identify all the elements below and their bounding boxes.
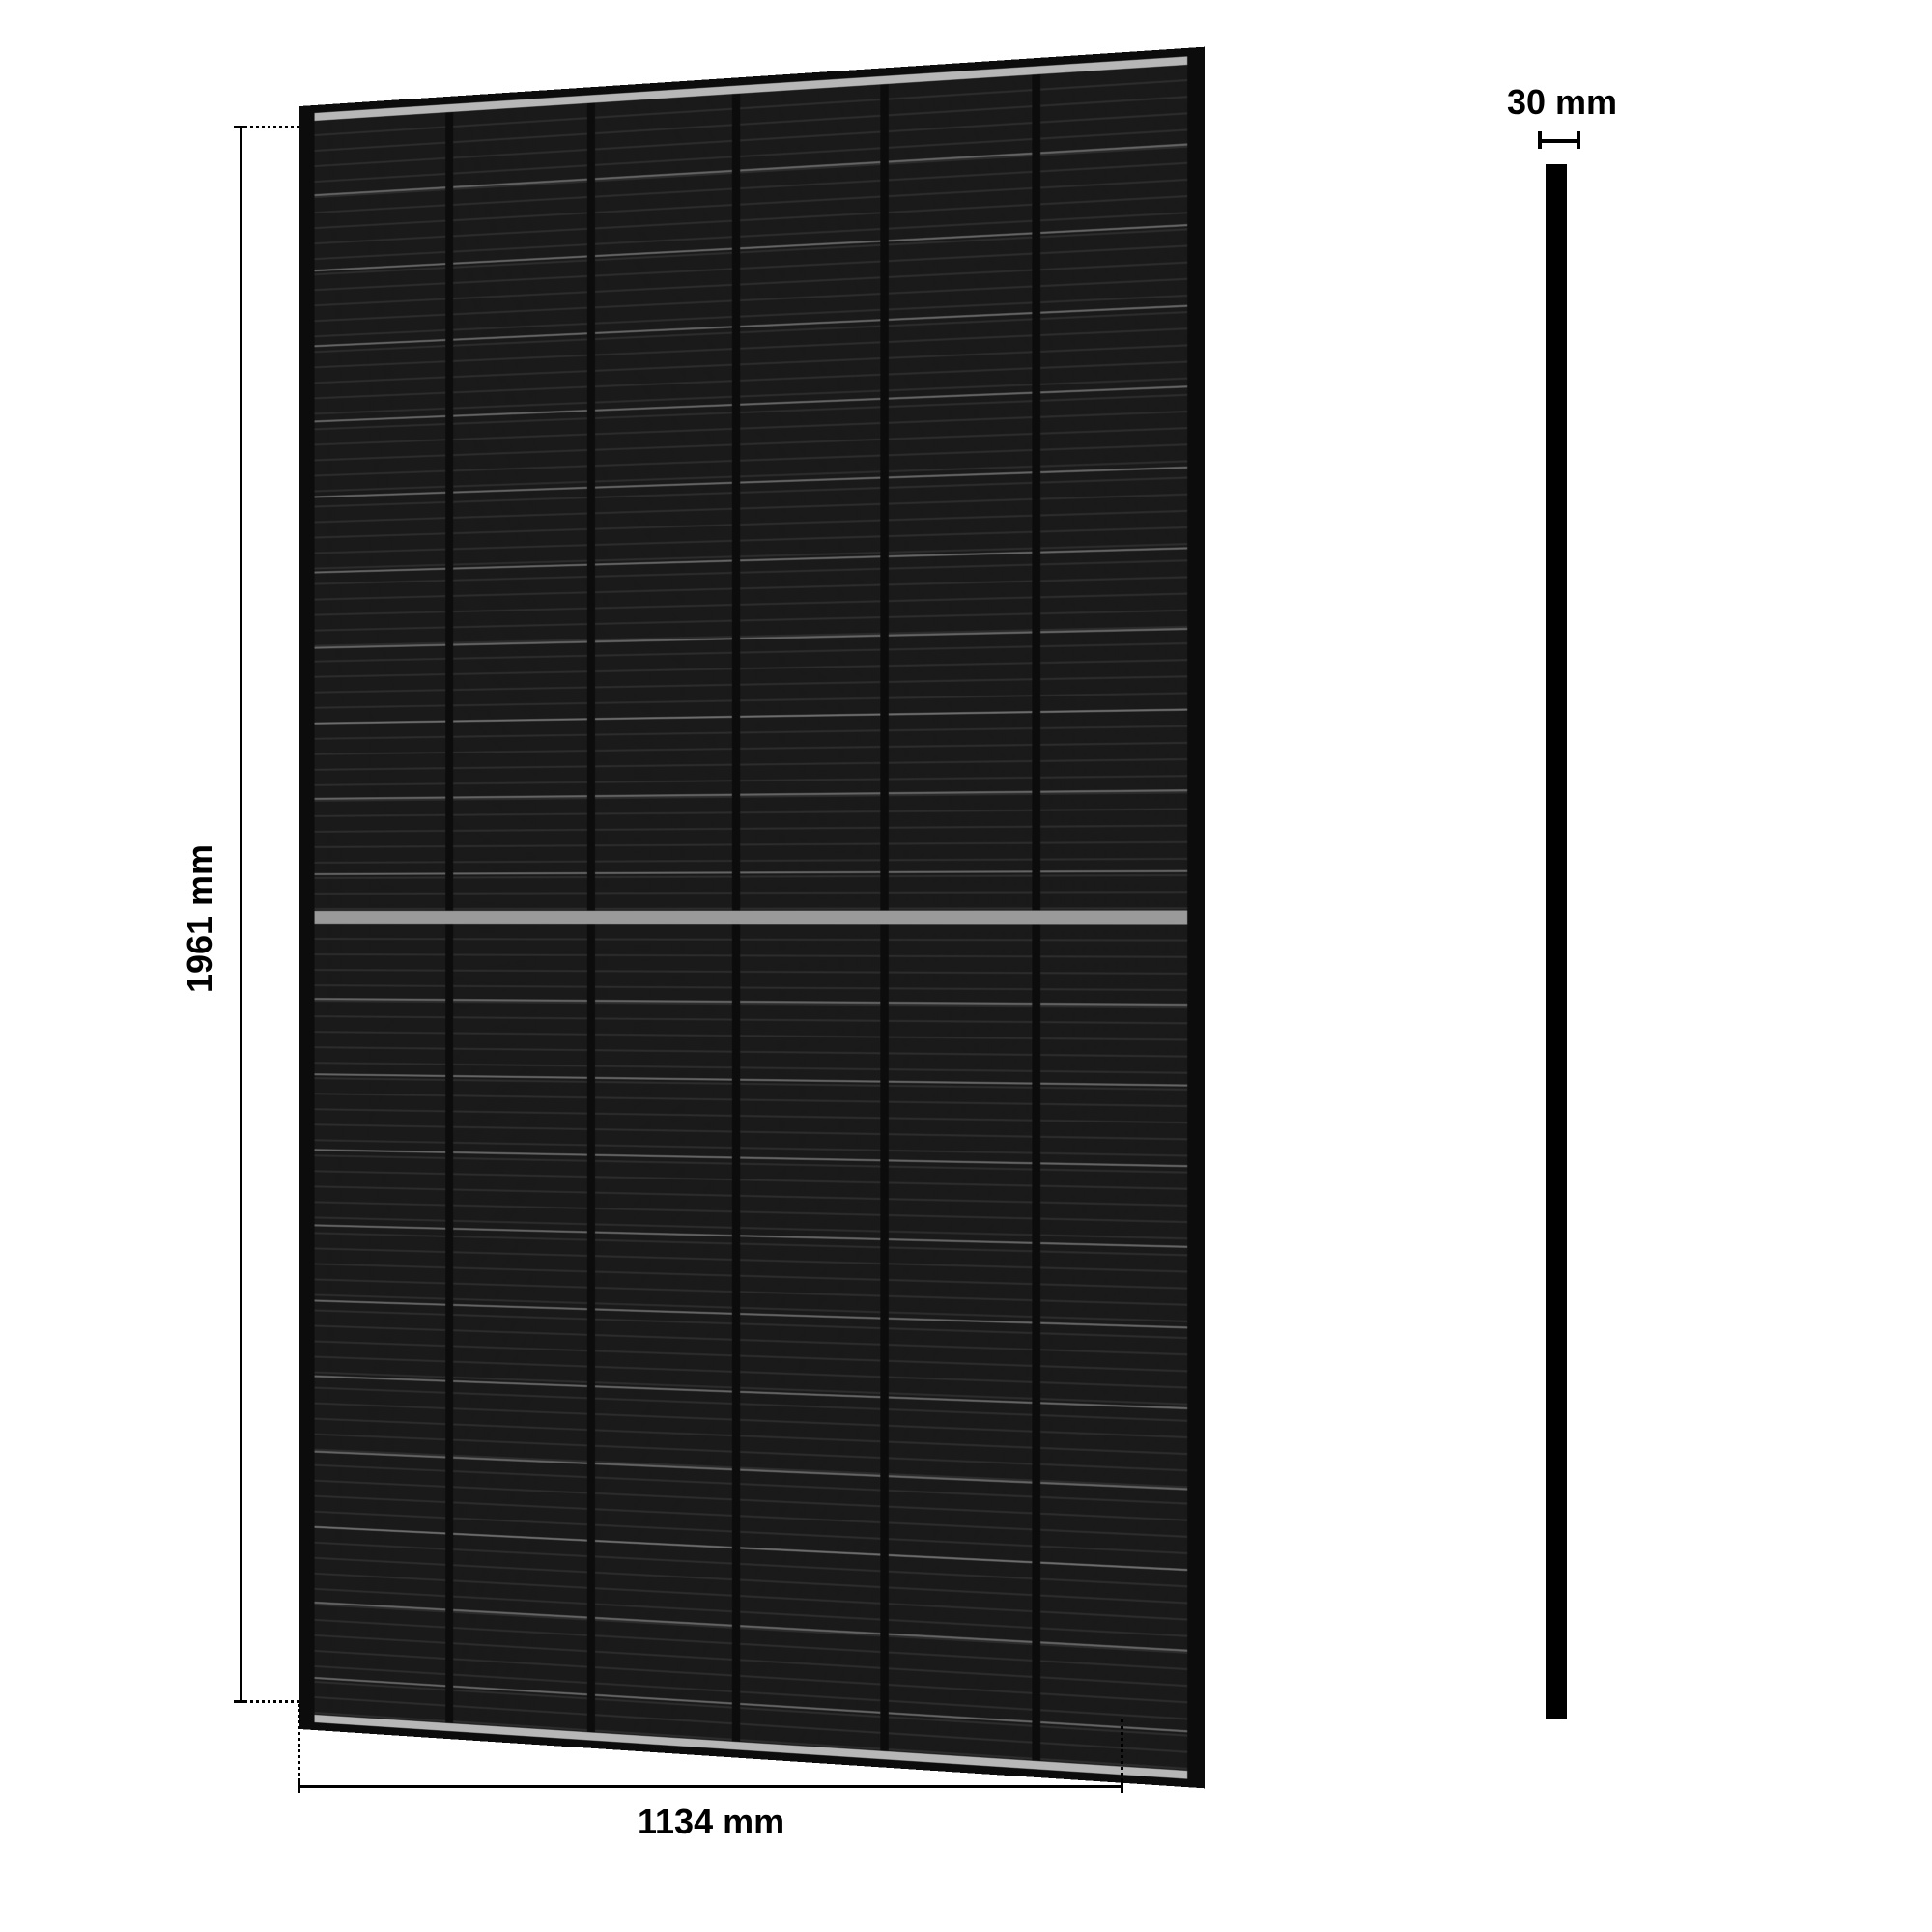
dimension-diagram: 30 mm 1961 mm 1134 mm	[0, 0, 1932, 1932]
height-tick-top	[234, 126, 247, 128]
depth-indicator	[1538, 131, 1580, 153]
panel-upper-half	[315, 65, 1188, 911]
width-label: 1134 mm	[638, 1802, 784, 1842]
depth-label: 30 mm	[1507, 82, 1617, 123]
width-ext-right	[1121, 1719, 1123, 1781]
width-axis	[298, 1785, 1121, 1788]
height-axis	[240, 126, 242, 1700]
panel-side-view	[1546, 164, 1567, 1719]
height-ext-top	[243, 126, 299, 128]
panel-front-view	[299, 106, 1169, 1729]
panel-center-busbar	[315, 910, 1188, 924]
width-tick-right	[1121, 1779, 1123, 1793]
height-tick-bottom	[234, 1700, 247, 1703]
width-ext-left	[298, 1704, 300, 1781]
height-label: 1961 mm	[180, 844, 220, 993]
panel-lower-half	[315, 924, 1188, 1771]
width-tick-left	[298, 1779, 300, 1793]
height-ext-bottom	[243, 1700, 299, 1703]
